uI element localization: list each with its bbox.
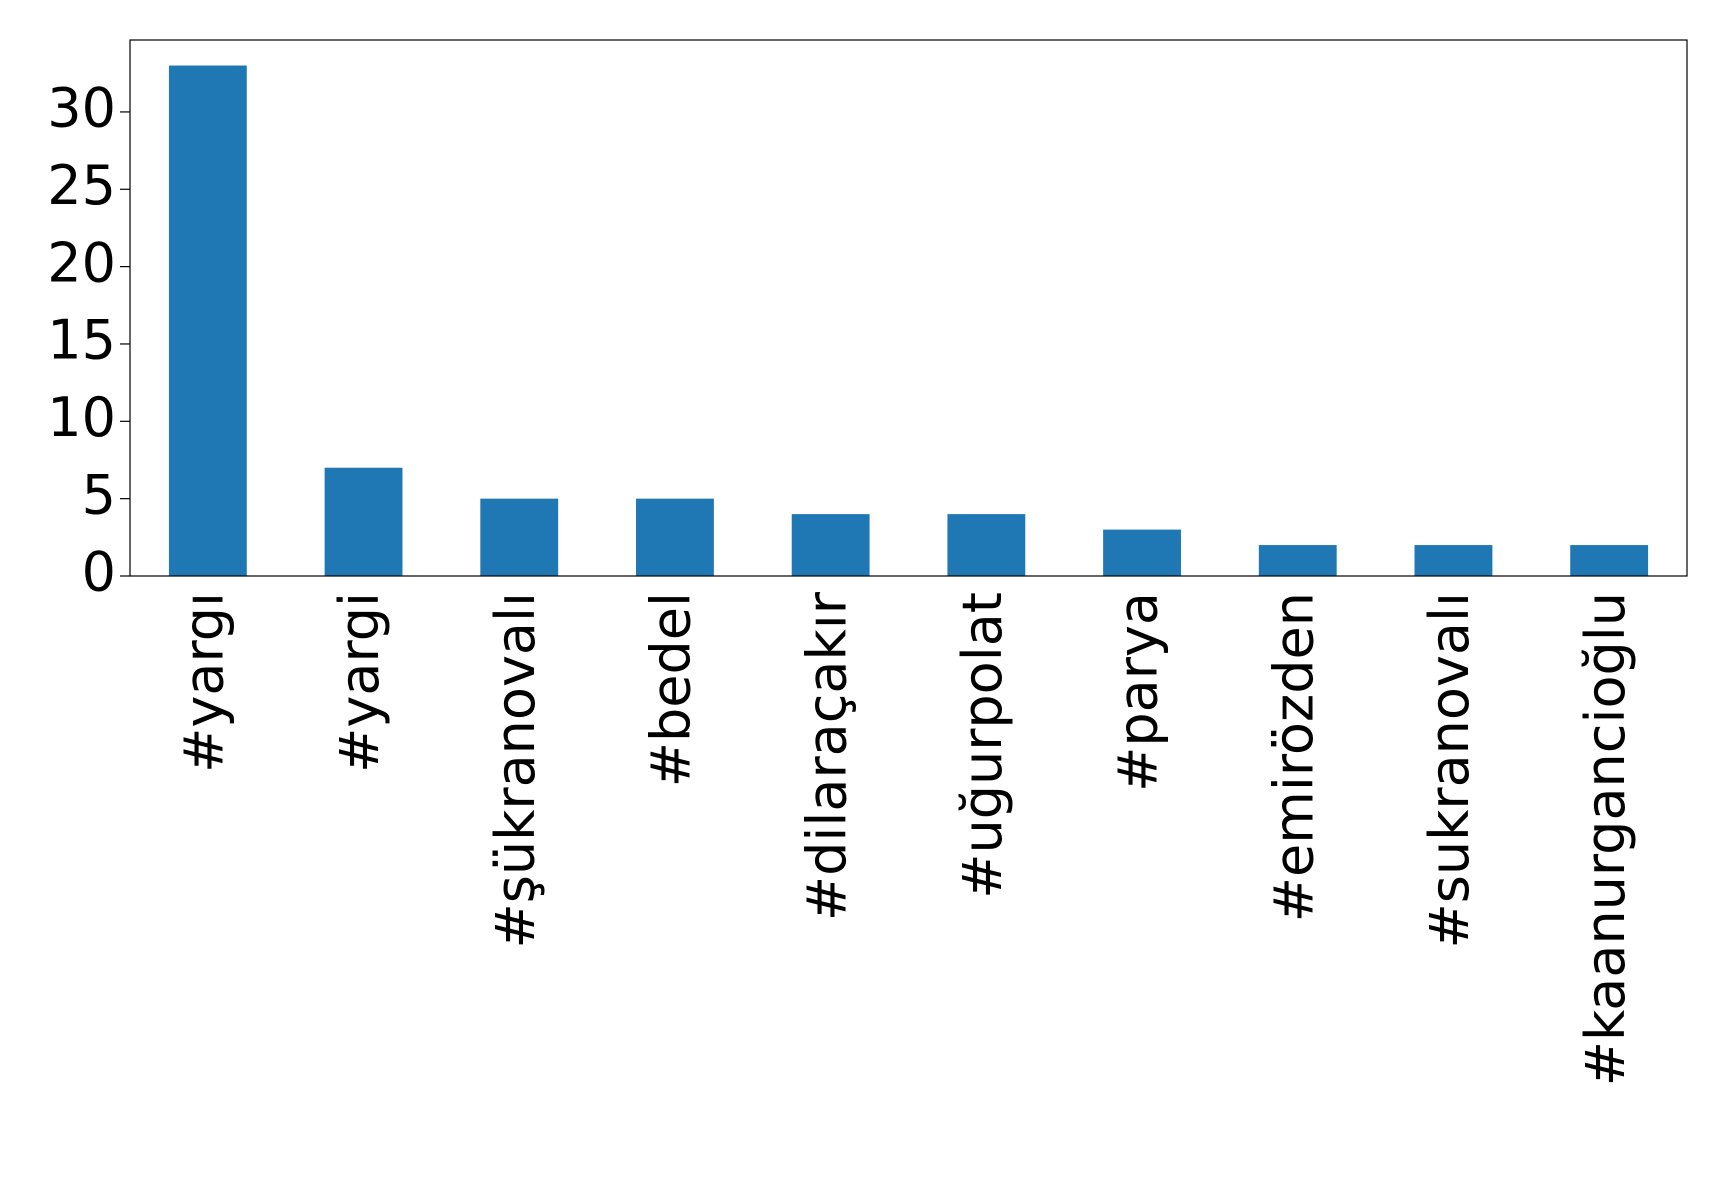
y-tick-label: 0 — [82, 541, 116, 604]
y-tick-label: 5 — [82, 463, 116, 526]
bar — [791, 514, 870, 576]
bar — [1570, 545, 1649, 576]
bar — [1258, 545, 1337, 576]
y-tick-label: 30 — [47, 77, 116, 140]
bar — [947, 514, 1026, 576]
y-tick-label: 20 — [47, 231, 116, 294]
x-tick-label: #dilaraçakır — [795, 591, 858, 921]
y-tick-label: 15 — [47, 309, 116, 372]
x-tick-label: #yargi — [328, 592, 391, 773]
bar — [636, 498, 714, 576]
x-tick-label: #parya — [1107, 592, 1170, 792]
x-tick-label: #uğurpolat — [951, 592, 1014, 899]
bar — [324, 467, 403, 576]
bar — [480, 498, 559, 576]
x-tick-label: #bedel — [640, 592, 703, 787]
x-tick-label: #kaanurgancioğlu — [1574, 592, 1637, 1086]
plot-frame — [129, 39, 1688, 577]
bar — [1103, 529, 1181, 576]
bar — [1414, 545, 1493, 576]
x-tick-label: #emirözden — [1262, 592, 1325, 922]
x-tick-label: #yargı — [172, 592, 235, 773]
bar — [168, 65, 247, 577]
x-tick-label: #şükranovalı — [484, 592, 547, 948]
y-tick-label: 25 — [47, 154, 116, 217]
x-tick-label: #sukranovalı — [1418, 592, 1481, 948]
y-tick-label: 10 — [47, 386, 116, 449]
